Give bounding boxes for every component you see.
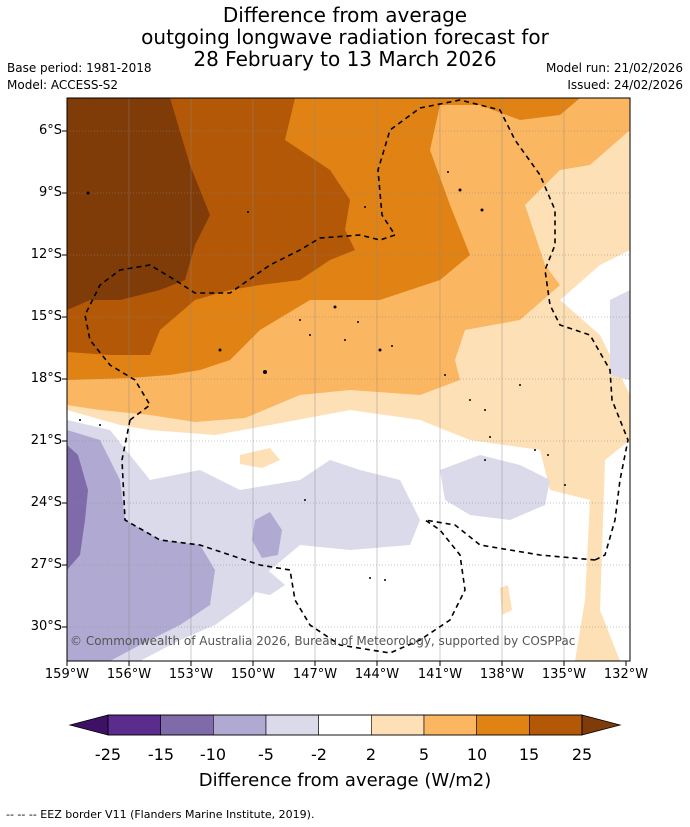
lat-label: 9°S — [38, 185, 62, 200]
lat-label: 15°S — [30, 309, 62, 324]
base-period: Base period: 1981-2018 — [7, 61, 152, 75]
colorbar-high-extend — [581, 714, 622, 736]
colorbar-segment — [529, 714, 583, 736]
colorbar-segment — [265, 714, 319, 736]
lon-label: 138°W — [479, 667, 525, 682]
model-name: Model: ACCESS-S2 — [7, 78, 119, 92]
lon-label: 150°W — [230, 667, 276, 682]
lon-label: 153°W — [168, 667, 214, 682]
issued-date: Issued: 24/02/2026 — [567, 78, 683, 92]
colorbar-segment — [318, 714, 372, 736]
colorbar-tick: 25 — [571, 745, 593, 764]
eez-legend-note: -- -- -- EEZ border V11 (Flanders Marine… — [6, 808, 315, 821]
lon-label: 132°W — [603, 667, 649, 682]
colorbar-label: Difference from average (W/m2) — [198, 770, 492, 791]
lon-label: 135°W — [541, 667, 587, 682]
lat-label: 12°S — [30, 247, 62, 262]
colorbar-segment — [107, 714, 161, 736]
title-line-2: outgoing longwave radiation forecast for — [141, 25, 549, 49]
lat-label: 18°S — [30, 371, 62, 386]
colorbar-segment — [213, 714, 267, 736]
lat-label: 24°S — [30, 495, 62, 510]
lon-label: 141°W — [417, 667, 463, 682]
lat-label: 30°S — [30, 619, 62, 634]
islands — [79, 171, 566, 581]
copyright-notice: © Commonwealth of Australia 2026, Bureau… — [70, 634, 576, 648]
lon-label: 159°W — [44, 667, 90, 682]
lat-label: 27°S — [30, 557, 62, 572]
lon-label: 144°W — [354, 667, 400, 682]
colorbar-tick: -25 — [94, 745, 122, 764]
model-run: Model run: 21/02/2026 — [545, 61, 683, 75]
colorbar-tick: -5 — [258, 745, 274, 764]
colorbar-segment — [371, 714, 425, 736]
colorbar-tick: 5 — [418, 745, 430, 764]
colorbar-segment — [160, 714, 214, 736]
title-line-3: 28 February to 13 March 2026 — [193, 47, 497, 71]
map-field — [67, 98, 630, 661]
colorbar-tick: -15 — [147, 745, 175, 764]
colorbar-tick: -10 — [199, 745, 227, 764]
colorbar-segment — [476, 714, 530, 736]
title-line-1: Difference from average — [222, 3, 468, 27]
eez-borders — [84, 99, 629, 654]
colorbar-tick: -2 — [311, 745, 327, 764]
lat-label: 21°S — [30, 433, 62, 448]
lon-label: 147°W — [292, 667, 338, 682]
colorbar-tick: 10 — [466, 745, 488, 764]
colorbar-tick: 15 — [518, 745, 540, 764]
colorbar — [68, 714, 622, 736]
lon-label: 156°W — [106, 667, 152, 682]
colorbar-segment — [423, 714, 477, 736]
colorbar-low-extend — [68, 714, 109, 736]
lat-label: 6°S — [38, 123, 62, 138]
colorbar-tick: 2 — [365, 745, 377, 764]
